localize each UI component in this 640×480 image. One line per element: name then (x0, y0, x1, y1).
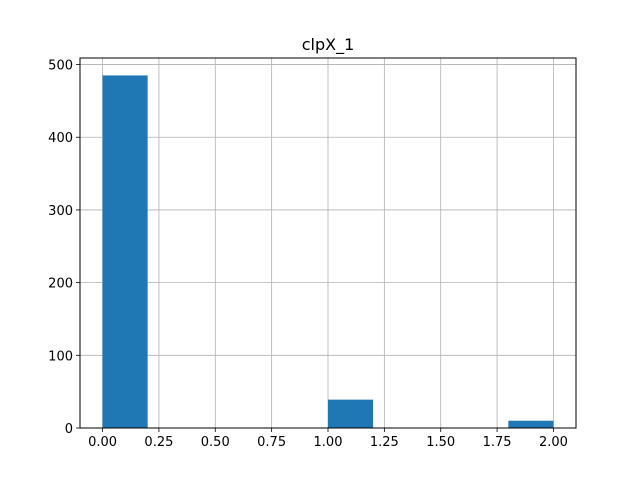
x-tick-label: 1.00 (314, 435, 343, 450)
x-tick-label: 1.75 (483, 435, 512, 450)
x-tick-label: 0.00 (88, 435, 117, 450)
x-tick-label: 0.50 (201, 435, 230, 450)
histogram-bar (102, 75, 148, 428)
x-tick-label: 0.75 (257, 435, 286, 450)
x-tick-label: 1.50 (426, 435, 455, 450)
histogram-bar (328, 399, 374, 428)
y-tick-label: 400 (48, 131, 73, 146)
y-tick-label: 300 (48, 204, 73, 219)
bars (102, 75, 554, 428)
chart-title: clpX_1 (302, 35, 355, 55)
y-tick-label: 200 (48, 277, 73, 292)
y-tick-label: 0 (65, 422, 73, 437)
x-tick-label: 2.00 (539, 435, 568, 450)
y-tick-label: 100 (48, 349, 73, 364)
grid-lines (80, 58, 576, 429)
histogram-bar (508, 420, 554, 428)
y-tick-label: 500 (48, 59, 73, 74)
x-tick-label: 0.25 (144, 435, 173, 450)
axis-ticks: 0.00 0.25 0.50 0.75 1.00 1.25 1.50 1.75 2.00 0 100… (48, 59, 568, 450)
x-tick-label: 1.25 (370, 435, 399, 450)
